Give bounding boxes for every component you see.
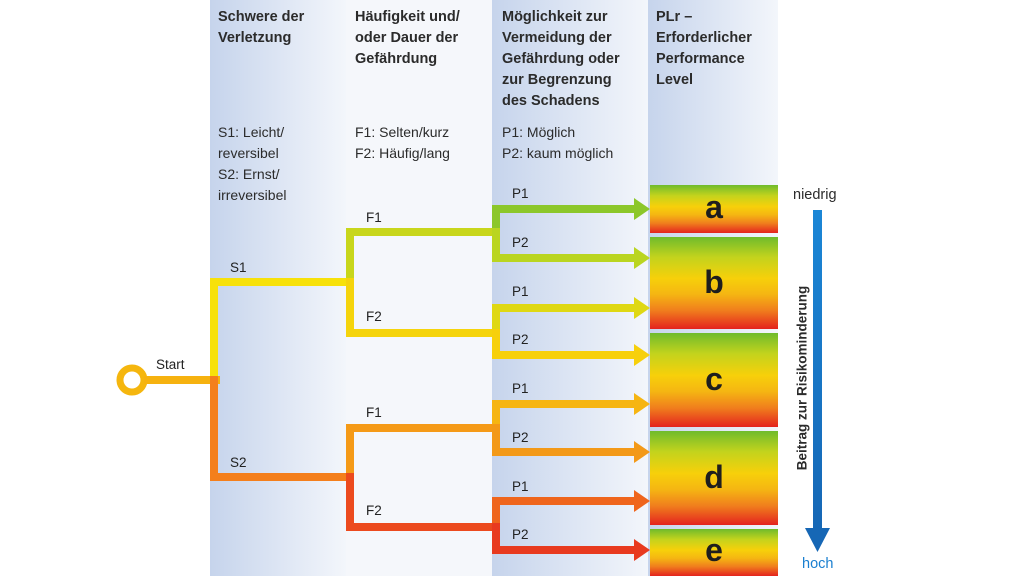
p-split-6 <box>492 424 636 456</box>
p-split-2 <box>492 228 636 262</box>
branch-f1-lower <box>346 424 496 481</box>
label-s2: S2 <box>230 455 247 470</box>
label-p: P2 <box>512 527 529 542</box>
label-f1-upper: F1 <box>366 210 382 225</box>
branch-s2 <box>210 376 350 481</box>
start-circle-icon <box>116 364 148 396</box>
p-split-7 <box>492 497 636 531</box>
level-block-e <box>650 529 778 576</box>
arrow-head <box>634 490 650 512</box>
legend-frequency: F1: Selten/kurz F2: Häufig/lang <box>355 124 450 161</box>
p-split-4 <box>492 329 636 359</box>
p-split-3 <box>492 304 636 337</box>
arrow-head <box>634 441 650 463</box>
label-s1: S1 <box>230 260 247 275</box>
label-p: P2 <box>512 430 529 445</box>
column-bg-avoidance <box>492 0 648 576</box>
risk-arrow-head-icon <box>805 528 830 552</box>
legend-avoidance: P1: Möglich P2: kaum möglich <box>502 124 614 161</box>
p-split-5 <box>492 400 636 432</box>
arrow-head <box>634 247 650 269</box>
branch-s1 <box>210 278 350 384</box>
label-p: P2 <box>512 235 529 250</box>
level-block-c <box>650 333 778 427</box>
arrow-head <box>634 539 650 561</box>
scale-top-label: niedrig <box>793 187 837 203</box>
label-p: P1 <box>512 479 529 494</box>
risk-reduction-axis-label: Beitrag zur Risikominderung <box>794 285 810 471</box>
level-c-label: c <box>705 361 723 397</box>
branch-f1-upper <box>346 228 496 286</box>
level-a-label: a <box>705 189 723 225</box>
label-f1-lower: F1 <box>366 405 382 420</box>
level-b-label: b <box>704 264 724 300</box>
arrow-head <box>634 297 650 319</box>
branch-f2-upper <box>346 278 496 337</box>
header-avoidance: Möglichkeit zur Vermeidung der Gefährdun… <box>502 9 620 109</box>
arrow-head <box>634 344 650 366</box>
label-p: P1 <box>512 284 529 299</box>
column-bg-frequency <box>346 0 492 576</box>
level-d-label: d <box>704 459 724 495</box>
column-bg-severity <box>210 0 346 576</box>
p-arrows <box>492 198 650 561</box>
risk-arrow-shaft <box>813 210 822 530</box>
scale-bottom-label: hoch <box>802 556 834 572</box>
header-frequency: Häufigkeit und/ oder Dauer der Gefährdun… <box>355 9 460 67</box>
p-split-1 <box>492 205 636 236</box>
arrow-head <box>634 393 650 415</box>
level-block-b <box>650 237 778 329</box>
branch-f2-lower <box>346 473 496 531</box>
label-f2-upper: F2 <box>366 309 382 324</box>
level-block-a <box>650 185 778 233</box>
header-severity: Schwere der Verletzung <box>218 9 305 46</box>
label-f2-lower: F2 <box>366 503 382 518</box>
label-p: P1 <box>512 186 529 201</box>
p-split-8 <box>492 523 636 554</box>
header-plr: PLr – Erforderlicher Performance Level <box>656 9 752 88</box>
legend-severity: S1: Leicht/ reversibel S2: Ernst/ irreve… <box>218 124 287 203</box>
label-p: P2 <box>512 332 529 347</box>
level-e-label: e <box>705 532 723 568</box>
label-p: P1 <box>512 381 529 396</box>
start-label: Start <box>156 357 185 372</box>
level-blocks <box>650 185 778 576</box>
arrow-head <box>634 198 650 220</box>
level-block-d <box>650 431 778 525</box>
